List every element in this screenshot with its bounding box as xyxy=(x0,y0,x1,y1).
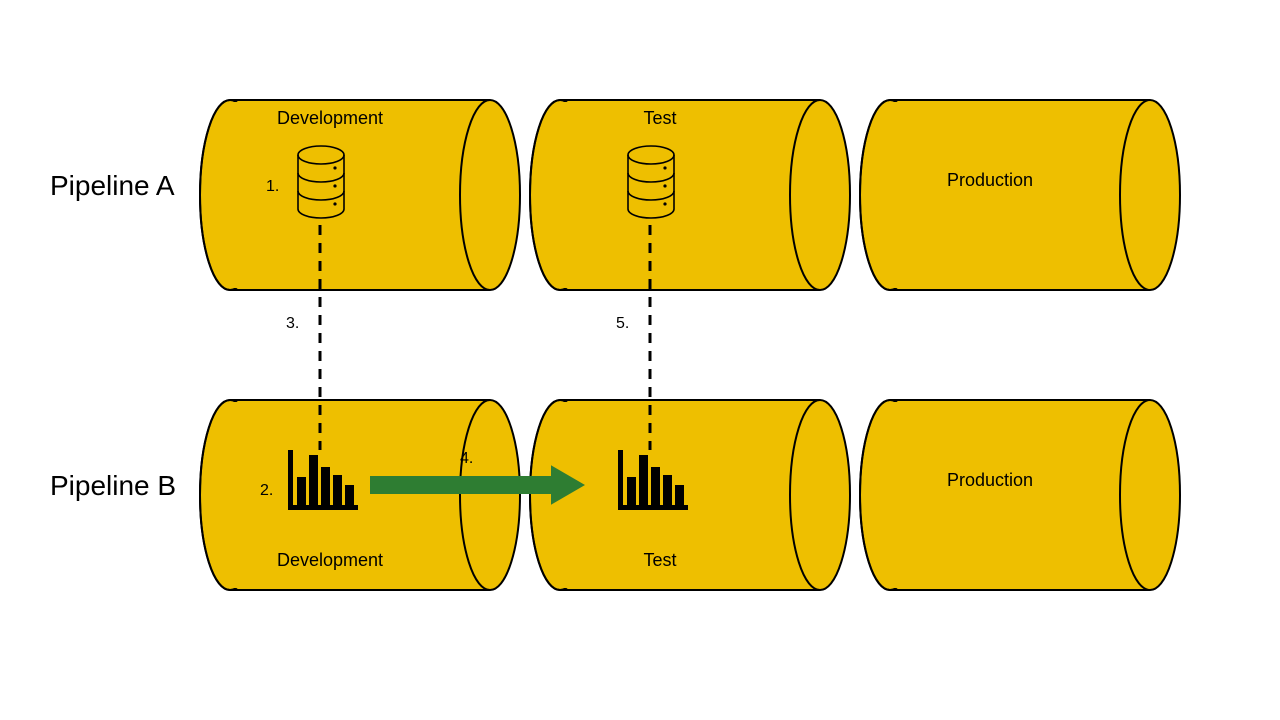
step-2: 2. xyxy=(260,482,273,500)
stage-label-a-test: Test xyxy=(570,108,750,129)
stage-label-b-prod: Production xyxy=(900,470,1080,491)
step-5: 5. xyxy=(616,315,629,333)
stage-label-a-prod: Production xyxy=(900,170,1080,191)
pipeline-b-label: Pipeline B xyxy=(50,470,176,502)
diagram-canvas: Pipeline A Pipeline B Development Test P… xyxy=(0,0,1280,720)
stage-label-b-dev: Development xyxy=(240,550,420,571)
bar-chart-icon xyxy=(618,450,688,510)
stage-label-a-dev: Development xyxy=(240,108,420,129)
step-1: 1. xyxy=(266,178,279,196)
step-4: 4. xyxy=(460,450,473,468)
step-3: 3. xyxy=(286,315,299,333)
database-icon xyxy=(298,146,344,218)
database-icon xyxy=(628,146,674,218)
stage-label-b-test: Test xyxy=(570,550,750,571)
bar-chart-icon xyxy=(288,450,358,510)
pipeline-a-label: Pipeline A xyxy=(50,170,175,202)
